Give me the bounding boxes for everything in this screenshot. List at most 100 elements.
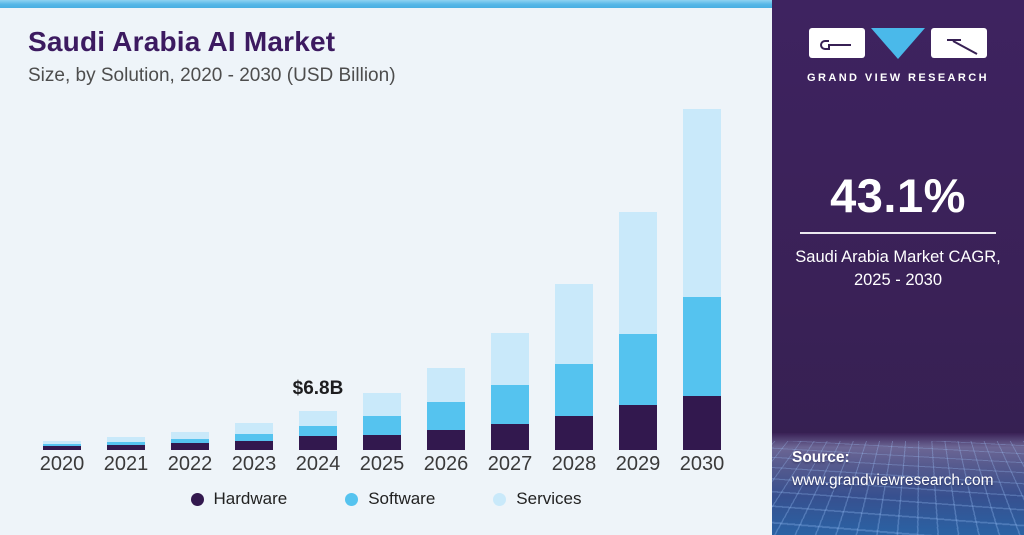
legend-dot-icon <box>345 492 359 506</box>
page-subtitle: Size, by Solution, 2020 - 2030 (USD Bill… <box>28 65 396 86</box>
bar-segment-services <box>235 423 273 434</box>
legend-dot-icon <box>190 492 204 506</box>
stacked-bar-chart: $6.8B <box>30 105 734 450</box>
cagr-stat: 43.1% Saudi Arabia Market CAGR, 2025 - 2… <box>772 168 1024 292</box>
bar-segment-services <box>555 283 593 364</box>
bar-segment-hardware <box>43 446 81 450</box>
bar-segment-services <box>427 368 465 403</box>
legend-label: Services <box>516 489 582 508</box>
brand-logo: GRAND VIEW RESEARCH <box>772 28 1024 84</box>
bar-segment-software <box>427 402 465 430</box>
logo-g-mark-icon <box>809 28 865 58</box>
x-axis-label: 2021 <box>103 453 149 475</box>
logo-marks <box>772 28 1024 59</box>
brand-name: GRAND VIEW RESEARCH <box>807 72 989 84</box>
brand-sidebar: GRAND VIEW RESEARCH 43.1% Saudi Arabia M… <box>772 0 1024 535</box>
cagr-caption: Saudi Arabia Market CAGR, 2025 - 2030 <box>772 246 1024 292</box>
stacked-bar <box>555 283 593 450</box>
bar-segment-software <box>363 415 401 435</box>
bar-column <box>606 211 670 450</box>
bar-segment-services <box>299 410 337 427</box>
legend-label: Software <box>368 489 436 508</box>
x-axis-label: 2028 <box>551 453 597 475</box>
legend-item: Software <box>345 489 435 509</box>
bar-segment-software <box>171 438 209 444</box>
bar-segment-services <box>171 431 209 439</box>
x-axis-label: 2030 <box>679 453 725 475</box>
x-axis-label: 2022 <box>167 453 213 475</box>
bar-segment-hardware <box>683 395 721 450</box>
x-axis-label: 2020 <box>39 453 85 475</box>
bar-segment-software <box>299 426 337 437</box>
bar-column <box>30 441 94 450</box>
bar-segment-hardware <box>107 444 145 450</box>
x-axis-label: 2027 <box>487 453 533 475</box>
legend-item: Services <box>493 489 581 509</box>
bar-segment-software <box>555 363 593 416</box>
stacked-bar <box>619 211 657 450</box>
chart-legend: Hardware Software Services <box>0 489 772 509</box>
stacked-bar <box>235 423 273 450</box>
bar-segment-services <box>363 393 401 416</box>
bar-segment-services <box>43 441 81 444</box>
stacked-bar <box>43 441 81 450</box>
bar-segment-hardware <box>619 404 657 450</box>
bar-segment-software <box>235 433 273 441</box>
bar-segment-hardware <box>427 429 465 450</box>
top-accent-bar <box>0 0 772 8</box>
bar-column: $6.8B <box>286 378 350 450</box>
stacked-bar <box>171 431 209 450</box>
page-title: Saudi Arabia AI Market <box>28 26 336 57</box>
chart-panel: Saudi Arabia AI Market Size, by Solution… <box>0 0 772 535</box>
cagr-caption-line2: 2025 - 2030 <box>853 271 943 290</box>
bar-segment-services <box>683 109 721 297</box>
bar-segment-hardware <box>235 440 273 450</box>
cagr-caption-line1: Saudi Arabia Market CAGR, <box>795 248 1001 266</box>
logo-r-mark-icon <box>931 28 987 58</box>
stacked-bar <box>683 109 721 450</box>
stat-divider <box>800 232 996 234</box>
bar-segment-services <box>491 333 529 386</box>
bar-segment-services <box>619 211 657 334</box>
x-axis-label: 2023 <box>231 453 277 475</box>
bar-column <box>414 368 478 450</box>
legend-label: Hardware <box>213 489 288 508</box>
bar-segment-services <box>107 437 145 442</box>
x-axis: 2020 2021 2022 2023 2024 2025 2026 2027 2028 2029… <box>30 453 734 476</box>
legend-item: Hardware <box>190 489 288 509</box>
stacked-bar <box>107 437 145 450</box>
source-block: Source: www.grandviewresearch.com <box>792 449 994 490</box>
bar-column <box>222 423 286 450</box>
x-axis-label: 2024 <box>295 453 341 475</box>
stacked-bar <box>299 410 337 450</box>
x-axis-label: 2025 <box>359 453 405 475</box>
bar-column <box>542 283 606 450</box>
bar-segment-hardware <box>555 415 593 450</box>
bar-segment-software <box>107 441 145 445</box>
bar-segment-hardware <box>299 436 337 450</box>
logo-v-triangle-icon <box>871 28 925 59</box>
bar-segment-hardware <box>171 443 209 450</box>
cagr-value: 43.1% <box>830 169 966 222</box>
stacked-bar <box>427 368 465 450</box>
stacked-bar <box>491 333 529 450</box>
bar-segment-software <box>43 443 81 446</box>
bar-segment-hardware <box>363 434 401 450</box>
chart-header: Saudi Arabia AI Market Size, by Solution… <box>28 26 396 87</box>
bar-column <box>478 333 542 450</box>
x-axis-label: 2029 <box>615 453 661 475</box>
bar-segment-software <box>683 296 721 396</box>
bar-column <box>350 393 414 450</box>
source-label: Source: <box>792 449 850 466</box>
bar-annotation: $6.8B <box>292 377 344 399</box>
bar-segment-software <box>619 333 657 405</box>
legend-dot-icon <box>493 492 507 506</box>
bar-column <box>670 109 734 450</box>
source-panel: Source: www.grandviewresearch.com <box>772 433 1024 535</box>
bar-column <box>94 437 158 450</box>
stacked-bar <box>363 393 401 450</box>
bar-segment-software <box>491 385 529 424</box>
x-axis-label: 2026 <box>423 453 469 475</box>
bar-column <box>158 431 222 450</box>
